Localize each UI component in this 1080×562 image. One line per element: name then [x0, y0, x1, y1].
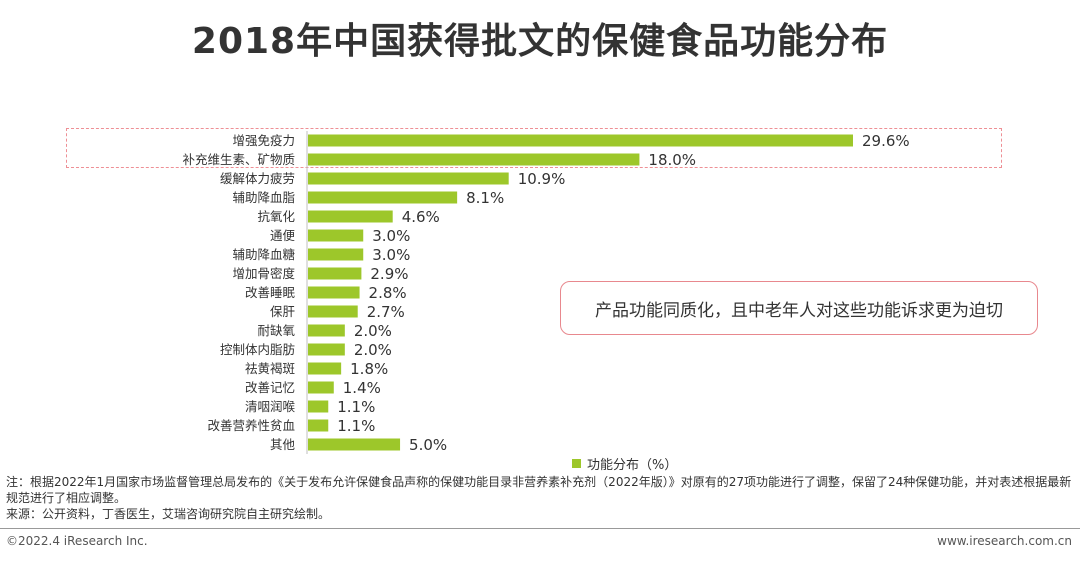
- footer-divider: [0, 528, 1080, 529]
- data-label: 2.7%: [367, 303, 405, 321]
- bar: [308, 419, 329, 432]
- bar-chart: 增强免疫力 29.6% 补充维生素、矿物质 18.0% 缓解体力疲劳 10.9% 辅助降血脂…: [182, 131, 910, 454]
- bar: [308, 400, 329, 413]
- highlight-box: [66, 128, 1002, 168]
- category-label: 祛黄褐斑: [245, 361, 295, 376]
- legend-swatch: [572, 459, 581, 468]
- data-label: 5.0%: [409, 436, 447, 454]
- callout-text: 产品功能同质化，且中老年人对这些功能诉求更为迫切: [595, 300, 1003, 321]
- bar: [308, 229, 364, 242]
- category-label: 增强免疫力: [232, 133, 295, 148]
- category-label: 抗氧化: [257, 209, 295, 224]
- data-label: 2.8%: [369, 284, 407, 302]
- bar: [308, 324, 345, 337]
- data-label: 1.1%: [337, 398, 375, 416]
- page-title: 2018年中国获得批文的保健食品功能分布: [191, 21, 889, 62]
- category-label: 清咽润喉: [245, 399, 296, 414]
- data-label: 2.9%: [370, 265, 408, 283]
- data-label: 3.0%: [372, 246, 410, 264]
- category-label: 通便: [270, 228, 296, 243]
- data-label: 1.4%: [343, 379, 381, 397]
- footnote: 注：根据2022年1月国家市场监督管理总局发布的《关于发布允许保健食品声称的保健…: [6, 474, 1076, 522]
- data-label: 2.0%: [354, 341, 392, 359]
- bar: [308, 172, 509, 185]
- category-label: 缓解体力疲劳: [220, 171, 295, 186]
- bar: [308, 153, 640, 166]
- category-label: 改善睡眠: [245, 285, 296, 300]
- bar: [308, 362, 342, 375]
- category-label: 改善记忆: [245, 380, 295, 395]
- bar: [308, 438, 401, 451]
- category-label: 保肝: [270, 304, 296, 319]
- bar: [308, 267, 362, 280]
- bar: [308, 134, 853, 147]
- category-label: 控制体内脂肪: [220, 342, 295, 357]
- website-link[interactable]: www.iresearch.com.cn: [937, 534, 1072, 548]
- bar: [308, 191, 458, 204]
- data-label: 4.6%: [402, 208, 440, 226]
- copyright: ©2022.4 iResearch Inc.: [6, 534, 148, 548]
- data-label: 2.0%: [354, 322, 392, 340]
- legend-label: 功能分布（%）: [587, 458, 678, 473]
- chart-legend: 功能分布（%）: [572, 454, 677, 473]
- bar: [308, 305, 358, 318]
- bar: [308, 210, 393, 223]
- category-label: 辅助降血糖: [232, 247, 295, 262]
- bar: [308, 248, 364, 261]
- data-label: 1.8%: [350, 360, 388, 378]
- footnote-source: 来源：公开资料，丁香医生，艾瑞咨询研究院自主研究绘制。: [6, 507, 331, 521]
- bar: [308, 381, 334, 394]
- data-label: 3.0%: [372, 227, 410, 245]
- category-label: 补充维生素、矿物质: [182, 152, 295, 167]
- bar: [308, 343, 345, 356]
- category-label: 辅助降血脂: [232, 190, 295, 205]
- category-label: 其他: [270, 437, 296, 452]
- callout-box: 产品功能同质化，且中老年人对这些功能诉求更为迫切: [560, 281, 1038, 335]
- category-label: 改善营养性贫血: [207, 418, 295, 433]
- data-label: 10.9%: [518, 170, 566, 188]
- data-label: 1.1%: [337, 417, 375, 435]
- category-label: 耐缺氧: [257, 323, 295, 338]
- bar: [308, 286, 360, 299]
- data-label: 18.0%: [648, 151, 696, 169]
- data-label: 29.6%: [862, 132, 910, 150]
- footnote-note: 注：根据2022年1月国家市场监督管理总局发布的《关于发布允许保健食品声称的保健…: [6, 475, 1072, 505]
- data-label: 8.1%: [466, 189, 504, 207]
- category-label: 增加骨密度: [232, 266, 295, 281]
